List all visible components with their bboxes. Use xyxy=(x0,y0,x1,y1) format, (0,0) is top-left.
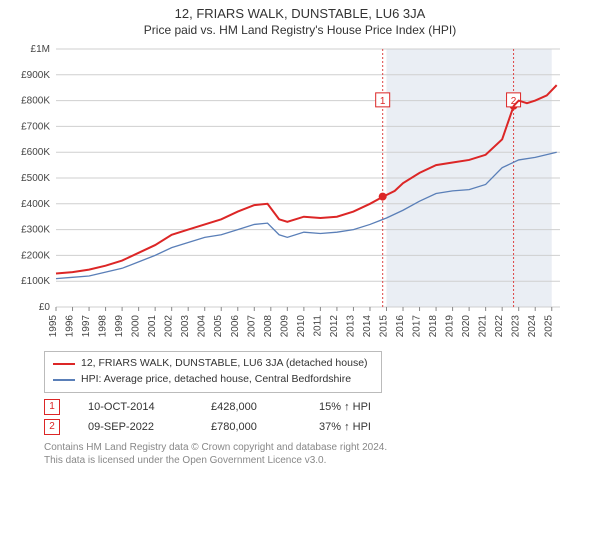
legend-swatch xyxy=(53,379,75,381)
svg-text:2005: 2005 xyxy=(213,315,224,338)
sale-delta: 15% ↑ HPI xyxy=(319,401,371,413)
footer-line: This data is licensed under the Open Gov… xyxy=(44,454,588,467)
svg-text:2017: 2017 xyxy=(412,315,423,338)
svg-text:1999: 1999 xyxy=(114,315,125,338)
svg-text:2024: 2024 xyxy=(527,315,538,338)
svg-text:2020: 2020 xyxy=(461,315,472,338)
legend-label: HPI: Average price, detached house, Cent… xyxy=(81,372,351,388)
svg-text:2013: 2013 xyxy=(345,315,356,338)
svg-text:£1M: £1M xyxy=(31,45,50,55)
svg-text:£700K: £700K xyxy=(21,121,50,132)
sale-price: £780,000 xyxy=(211,421,291,433)
footer-line: Contains HM Land Registry data © Crown c… xyxy=(44,441,588,454)
svg-text:1998: 1998 xyxy=(98,315,109,338)
svg-text:2015: 2015 xyxy=(378,315,389,338)
svg-text:1995: 1995 xyxy=(48,315,59,338)
sale-date: 09-SEP-2022 xyxy=(88,421,183,433)
svg-text:2022: 2022 xyxy=(494,315,505,338)
svg-text:2010: 2010 xyxy=(296,315,307,338)
sale-index: 2 xyxy=(44,419,60,435)
svg-text:£500K: £500K xyxy=(21,173,50,184)
svg-text:2016: 2016 xyxy=(395,315,406,338)
sale-delta: 37% ↑ HPI xyxy=(319,421,371,433)
svg-text:£800K: £800K xyxy=(21,96,50,107)
svg-text:£100K: £100K xyxy=(21,276,50,287)
svg-text:2023: 2023 xyxy=(511,315,522,338)
svg-text:2007: 2007 xyxy=(246,315,257,338)
svg-text:2001: 2001 xyxy=(147,315,158,338)
svg-text:2021: 2021 xyxy=(478,315,489,338)
sale-price: £428,000 xyxy=(211,401,291,413)
title: 12, FRIARS WALK, DUNSTABLE, LU6 3JA xyxy=(10,6,590,21)
svg-text:2009: 2009 xyxy=(279,315,290,338)
footer: Contains HM Land Registry data © Crown c… xyxy=(44,441,588,467)
svg-text:£600K: £600K xyxy=(21,147,50,158)
svg-text:2012: 2012 xyxy=(329,315,340,338)
legend-label: 12, FRIARS WALK, DUNSTABLE, LU6 3JA (det… xyxy=(81,356,368,372)
line-chart: £0 £100K £200K £300K £400K £500K £600K £700K £80… xyxy=(10,45,570,345)
figure-container: 12, FRIARS WALK, DUNSTABLE, LU6 3JA Pric… xyxy=(0,0,600,560)
legend-row: 12, FRIARS WALK, DUNSTABLE, LU6 3JA (det… xyxy=(53,356,373,372)
sale-row: 2 09-SEP-2022 £780,000 37% ↑ HPI xyxy=(44,419,588,435)
legend-row: HPI: Average price, detached house, Cent… xyxy=(53,372,373,388)
svg-text:£400K: £400K xyxy=(21,199,50,210)
legend-swatch xyxy=(53,363,75,365)
svg-text:2019: 2019 xyxy=(445,315,456,338)
svg-text:2008: 2008 xyxy=(263,315,274,338)
svg-text:£0: £0 xyxy=(39,302,51,313)
svg-text:1: 1 xyxy=(380,96,386,107)
svg-text:1997: 1997 xyxy=(81,315,92,338)
svg-text:2000: 2000 xyxy=(131,315,142,338)
titles: 12, FRIARS WALK, DUNSTABLE, LU6 3JA Pric… xyxy=(10,6,590,37)
sale-row: 1 10-OCT-2014 £428,000 15% ↑ HPI xyxy=(44,399,588,415)
subtitle: Price paid vs. HM Land Registry's House … xyxy=(10,23,590,37)
svg-text:2014: 2014 xyxy=(362,315,373,338)
svg-text:£300K: £300K xyxy=(21,225,50,236)
svg-text:£200K: £200K xyxy=(21,250,50,261)
svg-text:2018: 2018 xyxy=(428,315,439,338)
sale-index: 1 xyxy=(44,399,60,415)
svg-text:2002: 2002 xyxy=(164,315,175,338)
sales-table: 1 10-OCT-2014 £428,000 15% ↑ HPI 2 09-SEP-202… xyxy=(44,399,588,435)
svg-text:2011: 2011 xyxy=(312,315,323,337)
sale-date: 10-OCT-2014 xyxy=(88,401,183,413)
chart-area: £0 £100K £200K £300K £400K £500K £600K £700K £80… xyxy=(10,45,590,345)
svg-text:2006: 2006 xyxy=(230,315,241,338)
svg-text:1996: 1996 xyxy=(65,315,76,338)
svg-text:2025: 2025 xyxy=(544,315,555,338)
svg-text:2004: 2004 xyxy=(197,315,208,338)
svg-text:£900K: £900K xyxy=(21,70,50,81)
svg-text:2003: 2003 xyxy=(180,315,191,338)
legend-box: 12, FRIARS WALK, DUNSTABLE, LU6 3JA (det… xyxy=(44,351,382,393)
